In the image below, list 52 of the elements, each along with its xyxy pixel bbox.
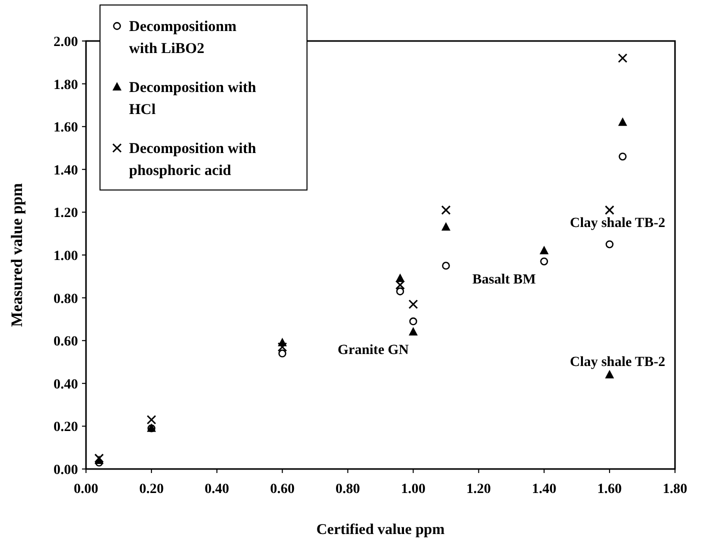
annotation: Clay shale TB-2: [570, 216, 666, 232]
point: [95, 458, 104, 467]
point: [605, 370, 614, 378]
point: [278, 342, 288, 352]
point: [278, 349, 286, 358]
point: [618, 117, 628, 126]
annotation: Granite GN: [338, 343, 409, 358]
y-tick-label: 0.60: [54, 334, 78, 350]
x-tick-label: 0.40: [204, 482, 230, 497]
y-axis-title: Measured value ppm: [9, 182, 26, 327]
y-tick-label: 1.80: [54, 78, 78, 93]
point: [396, 274, 405, 282]
y-tick-label: 0.20: [54, 420, 78, 436]
x-tick-label: 1.40: [532, 482, 556, 497]
point: [618, 152, 627, 161]
x-tick-label: 1.80: [662, 482, 688, 497]
x-tick-label: 1.00: [400, 482, 426, 497]
point: [395, 280, 405, 290]
x-axis-title: Certified value ppm: [316, 522, 446, 538]
x-tick-label: 0.20: [139, 482, 164, 497]
legend-label: Decompositionm with LiBO2: [129, 19, 237, 57]
x-tick-label: 0.80: [336, 482, 360, 497]
y-tick-label: 1.60: [54, 120, 78, 136]
x-tick-label: 0.60: [270, 482, 295, 497]
x-tick-label: 1.60: [597, 482, 622, 497]
y-tick-label: 1.20: [54, 206, 78, 222]
point: [408, 327, 418, 336]
point: [441, 205, 451, 215]
point: [604, 205, 614, 215]
point: [442, 262, 450, 270]
y-tick-label: 1.40: [54, 163, 78, 178]
point: [409, 317, 418, 326]
x-tick-label: 1.20: [466, 482, 491, 497]
y-tick-label: 0.80: [54, 292, 78, 307]
point: [540, 246, 549, 254]
x-tick-label: 0.00: [74, 482, 98, 497]
point: [618, 53, 628, 63]
y-tick-label: 1.00: [54, 249, 78, 264]
point: [278, 338, 287, 346]
point: [396, 287, 404, 296]
legend-label: Decomposition with HCl: [129, 80, 257, 118]
point: [441, 222, 450, 231]
legend-label: Decomposition with phosphoric acid: [129, 141, 257, 179]
annotation: Basalt BM: [472, 272, 536, 288]
point: [606, 240, 614, 248]
point: [540, 257, 548, 266]
annotation: Clay shale TB-2: [570, 354, 666, 370]
y-tick-label: 2.00: [54, 35, 78, 50]
point: [408, 299, 418, 309]
y-tick-label: 0.00: [54, 463, 78, 478]
point: [146, 415, 156, 425]
y-tick-label: 0.40: [54, 377, 78, 392]
